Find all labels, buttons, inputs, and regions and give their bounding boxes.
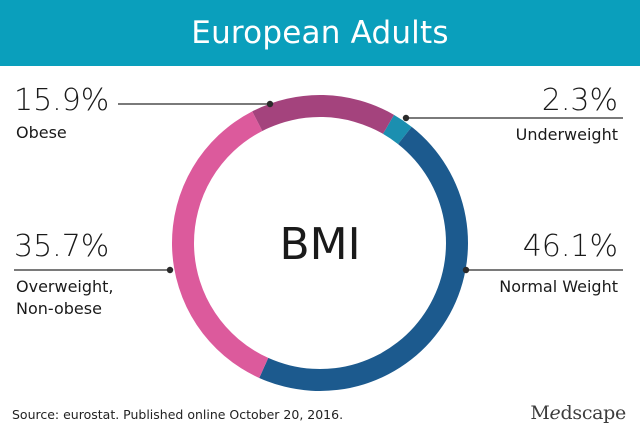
obese-slice — [252, 94, 394, 134]
medscape-logo: Medscape — [530, 402, 626, 424]
overweight-label-line2: Non-obese — [16, 299, 102, 318]
overweight-percent: 35.7% — [14, 229, 110, 264]
donut-chart: BMI — [14, 94, 623, 392]
normal-weight-percent: 46.1% — [522, 229, 618, 264]
obese-percent: 15.9% — [14, 83, 110, 118]
chart-header: European Adults — [0, 0, 640, 66]
underweight-leader-dot — [402, 114, 410, 122]
center-label: BMI — [279, 219, 360, 270]
obese-label: Obese — [16, 123, 67, 142]
normal-weight-label: Normal Weight — [499, 277, 618, 296]
underweight-label: Underweight — [515, 125, 618, 144]
overweight-leader-dot — [166, 266, 174, 274]
underweight-slice — [383, 114, 412, 145]
source-note: Source: eurostat. Published online Octob… — [12, 407, 344, 422]
overweight-label-line1: Overweight, — [16, 277, 114, 296]
normal-weight-slice — [259, 126, 469, 392]
obese-leader-dot — [266, 100, 274, 108]
chart-title: European Adults — [191, 15, 449, 51]
leader-lines — [14, 100, 623, 274]
normal-leader-dot — [462, 266, 470, 274]
underweight-percent: 2.3% — [541, 83, 618, 118]
overweight-slice — [171, 111, 269, 378]
